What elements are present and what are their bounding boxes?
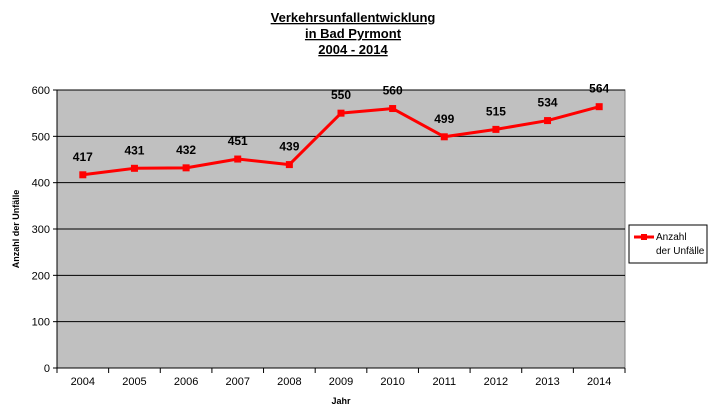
- data-label: 451: [228, 134, 248, 148]
- legend-label-line-2: der Unfälle: [656, 246, 705, 257]
- x-tick-label: 2009: [329, 376, 353, 388]
- chart-title-line-3: 2004 - 2014: [318, 42, 388, 57]
- data-point: [544, 117, 552, 125]
- data-point: [130, 164, 138, 172]
- data-point: [182, 164, 190, 172]
- data-point: [234, 155, 242, 163]
- x-tick-label: 2008: [277, 376, 301, 388]
- y-tick-label: 100: [32, 317, 50, 329]
- data-label: 432: [176, 143, 196, 157]
- legend-box: [628, 224, 708, 264]
- data-labels: 417 431 432 451 439 550 560 499 515 534 564: [73, 82, 610, 164]
- data-point: [440, 133, 448, 141]
- data-label: 515: [486, 104, 506, 118]
- y-tick-label: 500: [32, 131, 50, 143]
- data-label: 550: [331, 88, 351, 102]
- data-label: 439: [279, 140, 299, 154]
- data-label: 564: [589, 82, 609, 96]
- y-tick-label: 0: [44, 363, 50, 375]
- data-point: [337, 109, 345, 117]
- data-label: 499: [434, 112, 454, 126]
- x-tick-label: 2010: [380, 376, 404, 388]
- y-axis-title: Anzahl der Unfälle: [11, 190, 21, 269]
- data-label: 417: [73, 150, 93, 164]
- data-point: [595, 103, 603, 111]
- x-tick-label: 2014: [587, 376, 611, 388]
- x-tick-label: 2004: [71, 376, 95, 388]
- y-tick-label: 300: [32, 224, 50, 236]
- grid: [57, 89, 625, 323]
- x-tick-label: 2006: [174, 376, 198, 388]
- chart-title-line-1: Verkehrsunfallentwicklung: [271, 10, 436, 25]
- data-label: 560: [383, 84, 403, 98]
- y-tick-label: 200: [32, 270, 50, 282]
- data-point: [389, 105, 397, 113]
- x-tick-label: 2012: [484, 376, 508, 388]
- x-axis-title: Jahr: [331, 396, 351, 406]
- chart-title-line-2: in Bad Pyrmont: [305, 26, 402, 41]
- legend-marker-swatch: [641, 234, 647, 240]
- x-tick-label: 2011: [432, 376, 456, 388]
- x-tick-label: 2007: [225, 376, 249, 388]
- y-axis: 0 100 200 300 400 500 600: [32, 85, 58, 375]
- y-tick-label: 400: [32, 178, 50, 190]
- x-tick-label: 2013: [535, 376, 559, 388]
- data-point: [285, 161, 293, 169]
- data-label: 431: [124, 143, 144, 157]
- data-point: [79, 171, 87, 179]
- series-markers: [79, 103, 603, 179]
- data-point: [492, 125, 500, 133]
- data-label: 534: [538, 96, 558, 110]
- legend: Anzahl der Unfälle: [628, 224, 708, 264]
- x-tick-label: 2005: [122, 376, 146, 388]
- y-tick-label: 600: [32, 85, 50, 97]
- x-axis: 2004 2005 2006 2007 2008 2009 2010 2011 2012 2013…: [56, 367, 626, 388]
- legend-label-line-1: Anzahl: [656, 232, 687, 243]
